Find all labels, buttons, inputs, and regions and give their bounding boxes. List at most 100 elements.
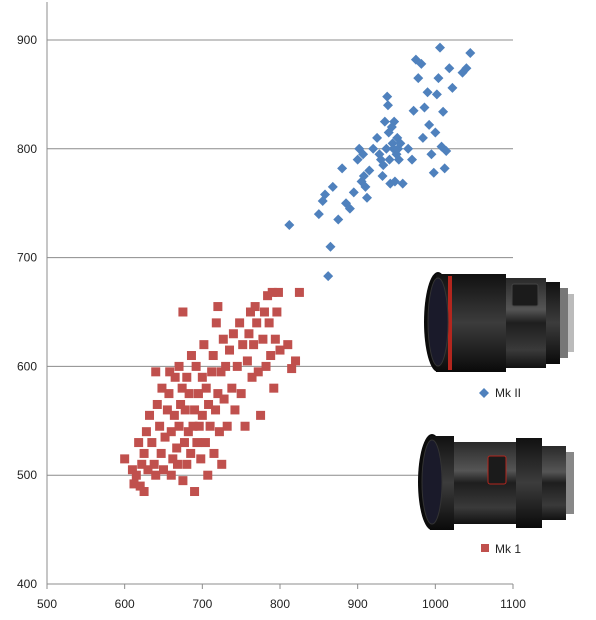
data-point-mk1 xyxy=(244,329,254,339)
axes xyxy=(46,2,514,589)
data-point-mk2 xyxy=(284,219,295,230)
data-point-mk1 xyxy=(155,421,165,431)
data-point-mk2 xyxy=(433,73,444,84)
data-point-mk1 xyxy=(172,459,182,469)
data-point-mk2 xyxy=(372,132,383,143)
data-point-mk2 xyxy=(333,214,344,225)
data-point-mk1 xyxy=(168,454,178,464)
data-point-mk1 xyxy=(147,438,157,448)
data-point-mk2 xyxy=(361,192,372,203)
data-point-mk1 xyxy=(294,287,304,297)
gridlines xyxy=(47,39,513,476)
x-tick-label: 900 xyxy=(348,597,368,611)
data-point-mk1 xyxy=(145,410,155,420)
y-tick-label: 900 xyxy=(17,33,37,47)
x-tick-label: 1000 xyxy=(422,597,449,611)
data-point-mk1 xyxy=(275,345,285,355)
data-point-mk1 xyxy=(263,291,273,301)
data-point-mk1 xyxy=(139,448,149,458)
data-point-mk1 xyxy=(238,340,248,350)
x-tick-label: 500 xyxy=(37,597,57,611)
data-point-mk2 xyxy=(465,48,476,59)
data-point-mk2 xyxy=(384,154,395,165)
x-tick-labels: 500 600 700 800 900 1000 1100 xyxy=(37,597,526,611)
data-point-mk2 xyxy=(438,106,449,117)
data-point-mk1 xyxy=(151,367,161,377)
data-point-mk1 xyxy=(213,389,223,399)
data-point-mk1 xyxy=(184,389,194,399)
data-point-mk1 xyxy=(166,427,176,437)
data-point-mk1 xyxy=(249,340,259,350)
data-point-mk1 xyxy=(250,302,260,312)
data-point-mk2 xyxy=(422,87,433,98)
data-point-mk2 xyxy=(320,189,331,200)
data-point-mk1 xyxy=(230,405,240,415)
data-point-mk1 xyxy=(252,318,262,328)
data-point-mk2 xyxy=(378,160,389,171)
data-point-mk1 xyxy=(157,383,167,393)
data-point-mk2 xyxy=(431,89,442,100)
y-tick-label: 800 xyxy=(17,142,37,156)
data-point-mk1 xyxy=(232,361,242,371)
data-point-mk1 xyxy=(283,340,293,350)
data-point-mk1 xyxy=(258,334,268,344)
data-point-mk1 xyxy=(152,399,162,409)
data-point-mk1 xyxy=(160,432,170,442)
data-point-mk1 xyxy=(190,405,200,415)
data-point-mk1 xyxy=(180,405,190,415)
data-point-mk1 xyxy=(174,361,184,371)
x-tick-label: 700 xyxy=(192,597,212,611)
data-point-mk1 xyxy=(197,372,207,382)
data-point-mk1 xyxy=(264,318,274,328)
data-point-mk1 xyxy=(194,421,204,431)
data-point-mk1 xyxy=(211,405,221,415)
data-point-mk1 xyxy=(159,465,168,475)
data-point-mk2 xyxy=(441,145,452,156)
data-point-mk1 xyxy=(213,302,223,312)
data-point-mk2 xyxy=(428,167,439,178)
data-point-mk1 xyxy=(192,438,202,448)
data-point-mk2 xyxy=(413,73,424,84)
data-point-mk1 xyxy=(221,361,231,371)
data-point-mk1 xyxy=(253,367,263,377)
data-point-mk2 xyxy=(337,163,348,174)
data-point-mk1 xyxy=(172,443,182,453)
legend-label-mk1: Mk 1 xyxy=(495,542,521,556)
data-point-mk2 xyxy=(439,163,450,174)
data-point-mk1 xyxy=(240,421,250,431)
data-point-mk1 xyxy=(166,470,176,480)
data-point-mk2 xyxy=(381,143,392,154)
data-point-mk1 xyxy=(236,389,246,399)
data-point-mk1 xyxy=(143,465,153,475)
legend-marker-mk1 xyxy=(481,544,489,552)
data-point-mk1 xyxy=(228,329,238,339)
data-point-mk1 xyxy=(120,454,130,464)
data-point-mk1 xyxy=(190,487,200,497)
data-point-mk1 xyxy=(261,361,271,371)
data-point-mk1 xyxy=(156,448,166,458)
data-point-mk1 xyxy=(242,356,252,366)
y-tick-label: 700 xyxy=(17,251,37,265)
data-point-mk2 xyxy=(419,102,430,113)
data-point-mk1 xyxy=(201,383,211,393)
lens-mk2-photo xyxy=(424,272,574,372)
data-point-mk1 xyxy=(186,351,196,361)
data-point-mk1 xyxy=(193,389,203,399)
data-point-mk2 xyxy=(352,154,363,165)
y-tick-label: 500 xyxy=(17,468,37,482)
data-point-mk1 xyxy=(178,307,188,317)
data-point-mk1 xyxy=(178,476,188,486)
data-point-mk1 xyxy=(256,410,266,420)
legend-marker-mk2 xyxy=(479,388,489,398)
data-point-mk1 xyxy=(200,438,210,448)
data-point-mk1 xyxy=(169,410,179,420)
data-point-mk1 xyxy=(207,367,217,377)
data-point-mk1 xyxy=(197,410,207,420)
data-point-mk2 xyxy=(403,143,414,154)
data-point-mk2 xyxy=(379,116,390,127)
data-point-mk1 xyxy=(129,479,139,489)
data-point-mk1 xyxy=(270,334,280,344)
data-point-mk2 xyxy=(348,187,359,198)
data-point-mk2 xyxy=(461,63,472,74)
data-point-mk1 xyxy=(164,389,174,399)
